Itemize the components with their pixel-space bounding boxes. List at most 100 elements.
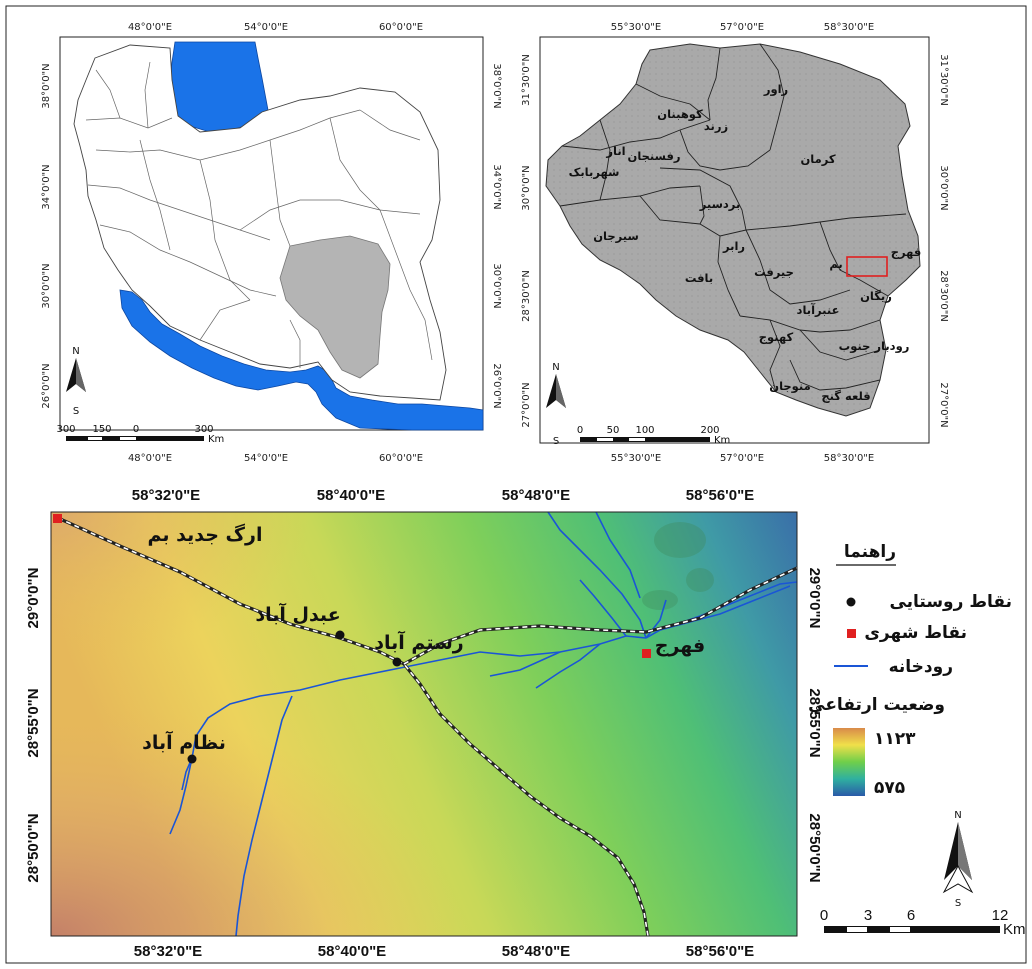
iran-north-arrow: N S bbox=[66, 346, 86, 417]
scale-label: 150 bbox=[92, 424, 111, 435]
kerman-ticks: 55°30'0"E 57°0'0"E 58°30'0"E 55°30'0"E 5… bbox=[521, 22, 949, 464]
scale-label: 3 bbox=[864, 907, 872, 924]
tick-label: 54°0'0"E bbox=[244, 453, 288, 464]
county-label: بافت bbox=[685, 271, 713, 285]
persian-gulf bbox=[119, 289, 484, 431]
north-label: N bbox=[552, 362, 559, 373]
iran-ticks: 48°0'0"E 54°0'0"E 60°0'0"E 48°0'0"E 54°0… bbox=[41, 22, 502, 464]
study-area-box bbox=[846, 256, 888, 277]
county-label: جیرفت bbox=[754, 265, 794, 279]
village-point-nezamabad bbox=[187, 754, 197, 764]
tick-label: 34°0'0"N bbox=[491, 164, 502, 209]
tick-label: 27°0'0"N bbox=[938, 382, 949, 427]
south-label: S bbox=[73, 406, 79, 417]
iran-map: N S 300 150 0 300 Km 48°0'0"E 54°0'0"E 6… bbox=[41, 22, 502, 464]
county-label: بردسیر bbox=[699, 197, 741, 211]
scale-label: 12 bbox=[992, 907, 1009, 924]
tick-label: 58°56'0"E bbox=[686, 487, 754, 504]
county-label: شهربابک bbox=[569, 165, 620, 179]
place-label-arg: ارگ جدید بم bbox=[148, 523, 263, 546]
tick-label: 58°30'0"E bbox=[824, 22, 874, 33]
scale-label: 50 bbox=[607, 425, 620, 436]
tick-label: 28°50'0"N bbox=[25, 813, 42, 882]
tick-label: 29°0'0"N bbox=[25, 568, 42, 629]
tick-label: 26°0'0"N bbox=[41, 363, 52, 408]
tick-label: 27°0'0"N bbox=[521, 382, 532, 427]
county-label: فهرج bbox=[891, 245, 922, 260]
tick-label: 55°30'0"E bbox=[611, 453, 661, 464]
north-label: N bbox=[954, 810, 961, 821]
north-label: N bbox=[72, 346, 79, 357]
tick-label: 58°56'0"E bbox=[686, 943, 754, 960]
scale-label: 200 bbox=[700, 425, 719, 436]
rivers bbox=[169, 511, 798, 937]
tick-label: 38°0'0"N bbox=[41, 63, 52, 108]
outer-frame bbox=[5, 5, 1027, 964]
county-label: منوجان bbox=[769, 379, 810, 394]
tick-label: 58°32'0"E bbox=[134, 943, 202, 960]
iran-scale-bar: 300 150 0 300 Km bbox=[56, 424, 224, 445]
legend-title: راهنما bbox=[844, 542, 896, 562]
scale-label: 100 bbox=[635, 425, 654, 436]
hill-shading bbox=[642, 522, 714, 610]
county-label: عنبرآباد bbox=[797, 303, 840, 317]
tick-label: 60°0'0"E bbox=[379, 453, 423, 464]
tick-label: 28°30'0"N bbox=[938, 270, 949, 322]
south-label: S bbox=[553, 436, 559, 447]
county-borders bbox=[559, 43, 907, 393]
tick-label: 57°0'0"E bbox=[720, 22, 764, 33]
tick-label: 30°0'0"N bbox=[938, 165, 949, 210]
tick-label: 28°55'0"N bbox=[25, 688, 42, 757]
place-label-fahraj: فهرج bbox=[655, 635, 706, 657]
county-label: قلعه گنج bbox=[821, 389, 870, 403]
tick-label: 38°0'0"N bbox=[491, 63, 502, 108]
scale-label: 0 bbox=[133, 424, 139, 435]
elevation-color-ramp bbox=[833, 728, 865, 796]
county-label: انار bbox=[605, 144, 625, 158]
tick-label: 58°48'0"E bbox=[502, 487, 570, 504]
study-scale-bar: 0 3 6 12 Km bbox=[820, 907, 1026, 938]
county-label: سیرجان bbox=[593, 229, 639, 243]
legend-city-label: نقاط شهری bbox=[864, 623, 967, 643]
tick-label: 54°0'0"E bbox=[244, 22, 288, 33]
tick-label: 30°0'0"N bbox=[491, 263, 502, 308]
tick-label: 58°40'0"E bbox=[318, 943, 386, 960]
tick-label: 55°30'0"E bbox=[611, 22, 661, 33]
legend: راهنما نقاط روستایی نقاط شهری رودخانه وض… bbox=[808, 542, 1012, 798]
tick-label: 58°40'0"E bbox=[317, 487, 385, 504]
study-ticks: 58°32'0"E 58°40'0"E 58°48'0"E 58°56'0"E … bbox=[25, 487, 823, 960]
kerman-province bbox=[279, 235, 391, 379]
province-boundaries bbox=[85, 61, 433, 368]
tick-label: 28°50'0"N bbox=[806, 813, 823, 882]
south-label: S bbox=[955, 898, 961, 909]
legend-elevation-title: وضعیت ارتفاعی bbox=[808, 695, 945, 715]
scale-label: 6 bbox=[907, 907, 915, 924]
city-point-arg bbox=[53, 514, 62, 523]
village-point-abdolabad bbox=[335, 630, 345, 640]
city-point-fahraj bbox=[642, 649, 651, 658]
tick-label: 28°30'0"N bbox=[521, 270, 532, 322]
county-label: راور bbox=[763, 82, 788, 97]
county-label: کرمان bbox=[800, 152, 835, 166]
tick-label: 58°48'0"E bbox=[502, 943, 570, 960]
scale-label: 300 bbox=[56, 424, 75, 435]
kerman-north-arrow: N S bbox=[546, 362, 566, 447]
scale-label: 0 bbox=[820, 907, 828, 924]
study-map: ارگ جدید بم عبدل آباد رستم آباد فهرج نظا… bbox=[25, 487, 823, 960]
tick-label: 58°32'0"E bbox=[132, 487, 200, 504]
county-label: کوهبنان bbox=[657, 107, 703, 122]
county-label: کهنوج bbox=[759, 330, 794, 345]
tick-label: 57°0'0"E bbox=[720, 453, 764, 464]
scale-unit: Km bbox=[208, 434, 224, 445]
kerman-map: راور کوهبنان زرند انار رفسنجان شهربابک ک… bbox=[521, 22, 949, 464]
tick-label: 29°0'0"N bbox=[806, 568, 823, 629]
place-label-abdolabad: عبدل آباد bbox=[255, 602, 340, 626]
legend-elev-max: ۱۱۲۳ bbox=[874, 729, 916, 749]
tick-label: 26°0'0"N bbox=[491, 363, 502, 408]
kerman-scale-bar: 0 50 100 200 Km bbox=[577, 425, 731, 446]
legend-city-symbol bbox=[847, 629, 856, 638]
tick-label: 34°0'0"N bbox=[41, 164, 52, 209]
scale-label: 300 bbox=[194, 424, 213, 435]
place-label-nezamabad: نظام آباد bbox=[142, 730, 226, 754]
